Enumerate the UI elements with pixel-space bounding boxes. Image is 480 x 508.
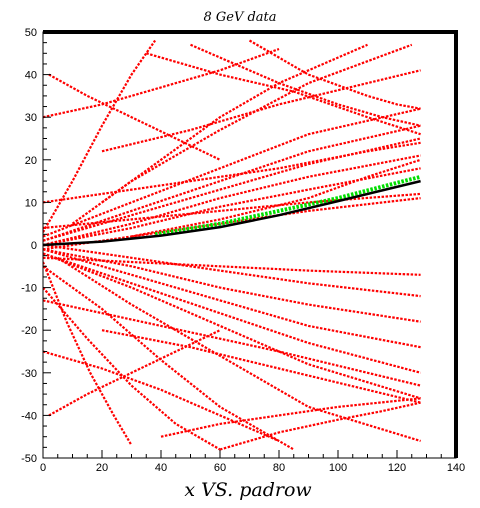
series-1 xyxy=(154,174,422,237)
x-tick-label: 120 xyxy=(388,462,406,474)
track-0-25 xyxy=(190,43,421,127)
track-0-30 xyxy=(43,256,421,276)
track-2-0 xyxy=(43,179,421,247)
track-0-8 xyxy=(43,248,421,349)
y-tick-label: 40 xyxy=(25,70,37,82)
y-tick-label: 10 xyxy=(25,197,37,209)
series-0 xyxy=(43,39,421,451)
x-tick-label: 100 xyxy=(329,462,347,474)
x-axis-label: x VS. padrow xyxy=(184,479,311,501)
track-0-15 xyxy=(43,286,221,451)
y-tick-label: 50 xyxy=(25,27,37,39)
track-0-32 xyxy=(48,73,221,161)
track-0-26 xyxy=(219,401,421,451)
y-tick-label: 30 xyxy=(25,112,37,124)
track-0-21 xyxy=(101,69,421,153)
track-0-4 xyxy=(43,167,421,247)
track-0-24 xyxy=(131,158,421,238)
track-0-27 xyxy=(43,47,280,119)
track-0-13 xyxy=(101,43,368,204)
track-0-18 xyxy=(145,52,421,136)
x-tick-label: 20 xyxy=(96,462,108,474)
track-0-22 xyxy=(43,299,421,387)
track-0-19 xyxy=(160,397,421,438)
y-tick-label: 0 xyxy=(31,240,37,252)
track-0-14 xyxy=(43,265,295,451)
track-0-31 xyxy=(248,39,421,110)
track-0-33 xyxy=(48,329,221,417)
plot-area xyxy=(43,39,422,451)
axes: 0 20 40 60 80 100 120 140 -50 -40 -30 -20 -10 0 10 20 30… xyxy=(21,27,465,474)
track-0-1 xyxy=(43,124,421,242)
x-tick-label: 140 xyxy=(447,462,465,474)
y-tick-label: -30 xyxy=(21,368,37,380)
y-tick-label: -10 xyxy=(21,283,37,295)
track-0-9 xyxy=(43,252,421,374)
track-0-20 xyxy=(101,329,421,404)
track-0-6 xyxy=(43,243,421,298)
track-0-11 xyxy=(57,256,421,443)
series-2 xyxy=(43,179,421,247)
track-0-28 xyxy=(43,350,280,443)
track-1-0 xyxy=(154,174,422,237)
y-tick-label: -20 xyxy=(21,325,37,337)
x-tick-label: 80 xyxy=(273,462,285,474)
x-tick-label: 0 xyxy=(40,462,46,474)
track-0-7 xyxy=(43,248,421,323)
x-tick-label: 60 xyxy=(214,462,226,474)
track-0-0 xyxy=(43,107,421,238)
track-0-2 xyxy=(43,137,421,242)
track-0-5 xyxy=(43,197,421,251)
track-0-23 xyxy=(43,141,421,204)
chart-title: 8 GeV data xyxy=(203,10,276,25)
y-tick-label: 20 xyxy=(25,155,37,167)
x-tick-label: 40 xyxy=(155,462,167,474)
y-tick-label: -50 xyxy=(21,453,37,465)
track-0-16 xyxy=(43,39,157,233)
y-tick-label: -40 xyxy=(21,410,37,422)
track-0-3 xyxy=(43,154,421,247)
track-0-17 xyxy=(43,261,133,446)
